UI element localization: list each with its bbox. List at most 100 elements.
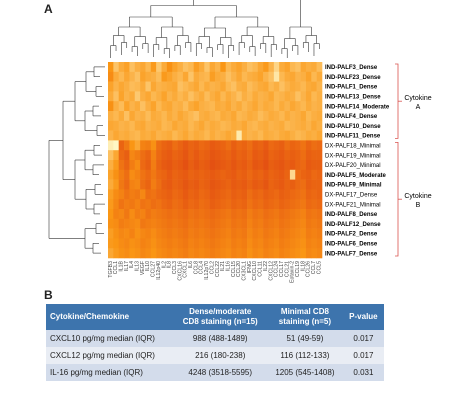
heatmap-cell (113, 150, 119, 161)
heatmap-cell (108, 209, 114, 220)
heatmap-cell (134, 238, 141, 249)
heatmap-cell (215, 130, 221, 141)
heatmap-cell (215, 150, 221, 161)
heatmap-cell (220, 179, 226, 190)
heatmap-cell (204, 81, 210, 92)
heatmap-cell (236, 101, 243, 112)
heatmap-cell (166, 228, 173, 239)
group-label-line2: B (416, 202, 421, 209)
heatmap-cell (236, 179, 243, 190)
group-bracket (395, 63, 399, 139)
heatmap-cell (124, 179, 130, 190)
heatmap-cell (263, 81, 269, 92)
heatmap-cell (124, 120, 130, 131)
heatmap-cell (263, 209, 269, 220)
heatmap-cell (236, 111, 243, 122)
cell-minimal: 116 (112-133) (267, 347, 343, 364)
heatmap-cell (236, 71, 243, 82)
heatmap-cell (204, 130, 210, 141)
heatmap-cell (177, 228, 184, 239)
cell-pvalue: 0.031 (342, 364, 384, 381)
heatmap-cell (247, 62, 253, 73)
heatmap-cell (172, 120, 178, 131)
group-label-line1: Cytokine (404, 193, 431, 200)
heatmap-cell (166, 150, 173, 161)
heatmap-cell (295, 228, 301, 239)
heatmap-cell (231, 199, 237, 210)
stats-table: Cytokine/Chemokine Dense/moderate CD8 st… (46, 304, 384, 381)
heatmap-cell (300, 199, 307, 210)
heatmap-cell (289, 169, 296, 180)
heatmap-cell (172, 218, 178, 229)
heatmap-cell (215, 179, 221, 190)
heatmap-cell (108, 248, 114, 259)
heatmap-cell (311, 81, 317, 92)
heatmap-cell (113, 81, 119, 92)
cell-pvalue: 0.017 (342, 330, 384, 347)
heatmap-cell (145, 179, 152, 190)
heatmap-cell (300, 91, 307, 102)
heatmap-cell (108, 218, 114, 229)
heatmap-cell (220, 248, 226, 259)
heatmap-cell (215, 101, 221, 112)
heatmap-cell (193, 189, 200, 200)
heatmap-cell (193, 169, 200, 180)
heatmap-cell (279, 189, 285, 200)
heatmap-cell (204, 248, 210, 259)
column-label: IL6 (188, 261, 194, 268)
heatmap-cell (156, 238, 162, 249)
heatmap-cell (305, 111, 312, 122)
heatmap-cell (220, 218, 226, 229)
heatmap-cell (172, 238, 178, 249)
heatmap-cell (305, 189, 312, 200)
heatmap-cell (257, 130, 264, 141)
heatmap-cell (129, 150, 136, 161)
heatmap-cell (129, 199, 136, 210)
heatmap-cell (166, 199, 173, 210)
column-label: IL1B (118, 260, 124, 271)
heatmap-cell (300, 248, 307, 259)
heatmap-cell (300, 218, 307, 229)
heatmap-cell (279, 160, 285, 171)
heatmap-cell (118, 101, 125, 112)
heatmap-cell (225, 160, 232, 171)
heatmap-cell (129, 111, 136, 122)
heatmap-cell (182, 101, 189, 112)
heatmap-cell (166, 62, 173, 73)
heatmap-cell (118, 62, 125, 73)
column-label: CCL5 (316, 261, 322, 274)
heatmap-cell (247, 209, 253, 220)
heatmap-cell (305, 228, 312, 239)
heatmap-cell (316, 189, 323, 200)
heatmap-cell (220, 120, 226, 131)
heatmap-cell (140, 71, 146, 82)
heatmap-cell (161, 101, 168, 112)
heatmap-cell (215, 160, 221, 171)
heatmap-cell (273, 71, 280, 82)
heatmap-cell (257, 160, 264, 171)
column-label: IL13 (135, 261, 141, 271)
heatmap-cell (231, 179, 237, 190)
heatmap-cell (273, 62, 280, 73)
heatmap-cell (257, 228, 264, 239)
heatmap-cell (145, 248, 152, 259)
heatmap-cell (161, 91, 168, 102)
heatmap-cell (182, 218, 189, 229)
heatmap-cell (257, 62, 264, 73)
heatmap-cell (140, 140, 146, 151)
column-label: CCL19 (295, 261, 301, 277)
heatmap-cell (204, 169, 210, 180)
heatmap-cell (273, 228, 280, 239)
heatmap-cell (252, 150, 259, 161)
heatmap-cell (268, 238, 275, 249)
header-dense-line2: CD8 staining (n=15) (182, 317, 258, 326)
heatmap-cell (284, 81, 291, 92)
heatmap-cell (247, 101, 253, 112)
heatmap-cell (295, 62, 301, 73)
heatmap-cell (220, 228, 226, 239)
heatmap-cell (263, 248, 269, 259)
heatmap-cell (257, 218, 264, 229)
heatmap-cell (241, 120, 248, 131)
heatmap-cell (247, 238, 253, 249)
heatmap-cell (182, 160, 189, 171)
